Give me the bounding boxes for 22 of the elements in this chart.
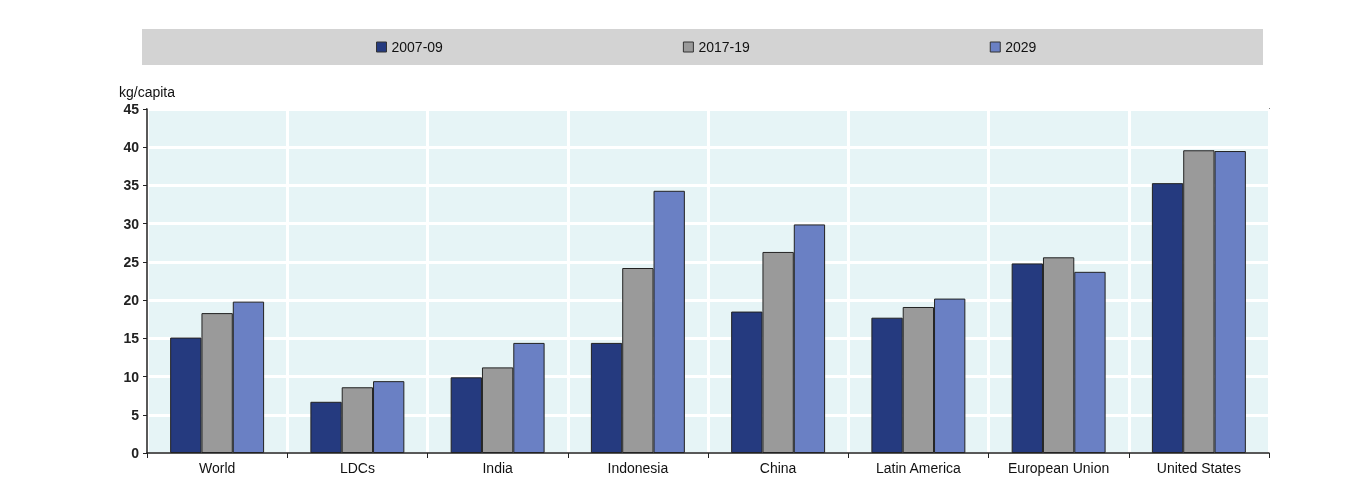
legend-label: 2029	[1005, 39, 1037, 55]
x-tick-label: China	[759, 460, 797, 476]
y-tick-label: 0	[131, 445, 140, 461]
y-tick-label: 20	[123, 292, 140, 309]
x-tick-label: Indonesia	[607, 460, 669, 476]
x-tick-label: Latin America	[875, 460, 961, 476]
x-tick-label: United States	[1156, 460, 1241, 476]
y-tick-label: 5	[131, 406, 140, 423]
y-tick-label: 35	[123, 177, 140, 194]
x-tick-label: European Union	[1008, 460, 1110, 476]
y-tick-label: 10	[123, 368, 140, 385]
y-tick-label: 40	[123, 139, 140, 156]
y-tick-label: 45	[123, 101, 140, 117]
y-tick-label: 25	[123, 253, 140, 270]
legend-label: 2007-09	[391, 39, 444, 55]
legend-label: 2017-19	[698, 39, 750, 55]
x-tick-label: World	[198, 460, 236, 476]
y-tick-label: 15	[123, 330, 140, 347]
y-axis-title: kg/capita	[118, 84, 176, 100]
x-tick-label: LDCs	[339, 460, 375, 476]
x-tick-label: India	[482, 460, 514, 476]
y-tick-label: 30	[123, 215, 140, 232]
